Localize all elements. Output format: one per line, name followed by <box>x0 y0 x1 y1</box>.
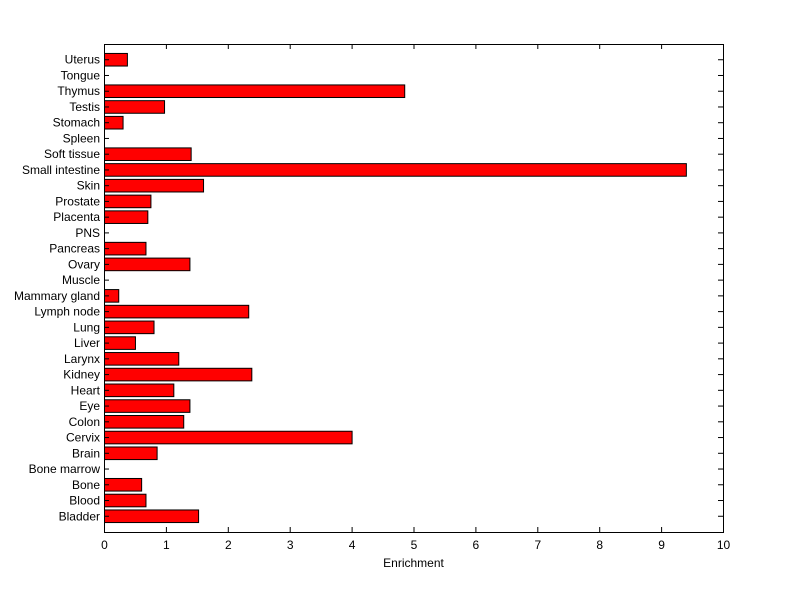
y-tick-label: Lung <box>73 320 100 334</box>
bar-brain <box>104 446 158 461</box>
y-tick-label: Heart <box>71 383 101 397</box>
y-tick-label: Soft tissue <box>44 147 100 161</box>
bar-bone <box>104 477 143 492</box>
plot-area-frame <box>104 44 724 533</box>
x-tick-label: 6 <box>473 538 480 552</box>
bar-blood <box>104 493 147 508</box>
x-tick-label: 1 <box>163 538 170 552</box>
y-tick-label: Small intestine <box>22 163 100 177</box>
bars-group <box>104 52 687 524</box>
bar-cervix <box>104 430 353 445</box>
bar-heart <box>104 383 175 398</box>
y-tick-label: Bone <box>72 478 100 492</box>
x-tick-label: 10 <box>717 538 731 552</box>
y-tick-label: Thymus <box>57 84 100 98</box>
bar-lung <box>104 320 155 335</box>
bar-ovary <box>104 257 191 272</box>
y-tick-label: PNS <box>75 226 100 240</box>
y-tick-label: Eye <box>79 399 100 413</box>
y-tick-label: Cervix <box>66 431 100 445</box>
y-tick-label: Larynx <box>64 352 100 366</box>
y-tick-label: Bladder <box>59 509 100 523</box>
bar-small-intestine <box>104 163 687 177</box>
y-tick-label: Kidney <box>63 368 100 382</box>
y-tick-label: Stomach <box>53 116 100 130</box>
x-ticks-group: 0 1 2 3 4 5 6 7 8 9 10 <box>101 44 730 552</box>
x-axis-label: Enrichment <box>383 556 444 570</box>
bar-soft-tissue <box>104 147 192 161</box>
y-tick-label: Placenta <box>53 210 100 224</box>
x-tick-label: 5 <box>411 538 418 552</box>
y-tick-label: Mammary gland <box>14 289 100 303</box>
y-tick-label: Lymph node <box>34 305 100 319</box>
y-tick-label: Pancreas <box>49 242 100 256</box>
x-tick-label: 7 <box>534 538 541 552</box>
bar-liver <box>104 336 136 350</box>
y-tick-label: Muscle <box>62 273 100 287</box>
y-tick-label: Ovary <box>68 257 100 271</box>
y-tick-label: Prostate <box>55 194 100 208</box>
y-tick-label: Brain <box>72 446 100 460</box>
bar-skin <box>104 178 205 193</box>
y-tick-label: Uterus <box>65 53 100 67</box>
bar-lymph-node <box>104 304 250 319</box>
y-tick-label: Testis <box>69 100 100 114</box>
y-tick-label: Spleen <box>63 131 100 145</box>
bar-colon <box>104 415 185 429</box>
x-tick-label: 9 <box>658 538 665 552</box>
bar-kidney <box>104 367 253 382</box>
y-tick-label: Bone marrow <box>29 462 101 476</box>
x-tick-label: 4 <box>349 538 356 552</box>
y-tick-label: Blood <box>69 494 100 508</box>
x-tick-label: 8 <box>596 538 603 552</box>
bar-thymus <box>104 84 406 99</box>
y-tick-label: Skin <box>77 179 100 193</box>
bar-placenta <box>104 210 149 224</box>
x-tick-label: 3 <box>287 538 294 552</box>
bar-eye <box>104 399 191 413</box>
y-tick-label: Liver <box>74 336 100 350</box>
bar-pancreas <box>104 241 147 256</box>
bar-larynx <box>104 352 180 366</box>
y-tick-label: Tongue <box>61 68 101 82</box>
bar-bladder <box>104 509 200 524</box>
x-tick-label: 0 <box>101 538 108 552</box>
y-tick-label: Colon <box>69 415 100 429</box>
x-tick-label: 2 <box>225 538 232 552</box>
bar-prostate <box>104 194 152 209</box>
bar-testis <box>104 100 166 114</box>
